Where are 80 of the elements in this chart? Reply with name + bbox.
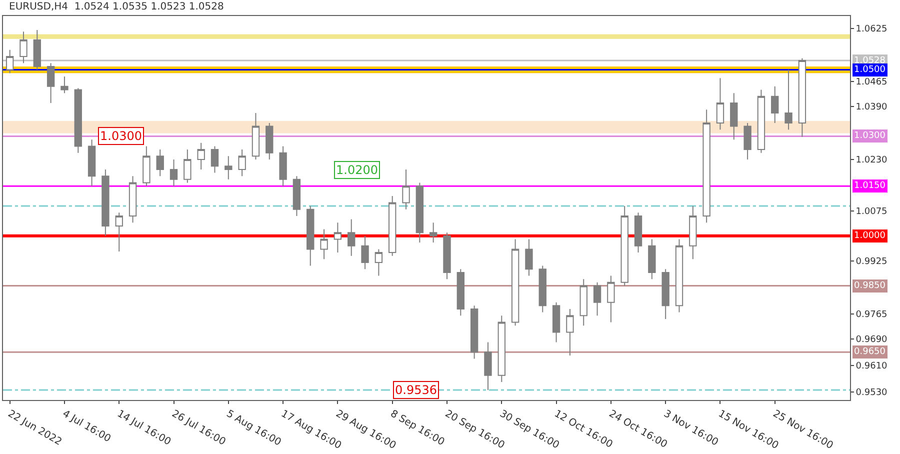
candlestick <box>580 278 588 326</box>
candlestick <box>20 31 28 64</box>
candlestick <box>6 49 14 74</box>
candlestick <box>593 282 602 316</box>
candlestick <box>252 112 260 160</box>
candlestick <box>33 29 41 70</box>
annotation: 1.0300 <box>100 129 142 143</box>
candlestick <box>292 176 301 216</box>
candlestick <box>402 168 410 210</box>
candlestick <box>128 176 137 224</box>
candlestick <box>607 275 615 323</box>
candlestick <box>689 206 697 260</box>
candlestick <box>374 248 383 276</box>
candlestick <box>197 142 205 170</box>
candlestick <box>224 156 232 180</box>
candlestick <box>702 109 710 224</box>
candlestick <box>662 268 670 320</box>
candlestick <box>102 168 110 236</box>
candlestick <box>416 182 424 244</box>
candlestick <box>675 238 684 313</box>
candlestick <box>320 228 328 260</box>
candlestick <box>716 78 724 130</box>
candlestick <box>184 149 192 184</box>
y-tick-label: 0.9530 <box>856 388 888 398</box>
ref-line-label: 1.0150 <box>854 181 886 191</box>
y-tick-label: 0.9690 <box>856 335 888 346</box>
candlestick <box>620 206 628 286</box>
ref-line-label: 1.0000 <box>854 231 886 241</box>
candlestick <box>730 92 738 140</box>
candlestick <box>648 238 656 280</box>
ref-line-label: 1.0300 <box>854 131 886 141</box>
annotation: 1.0200 <box>336 163 378 177</box>
candlestick <box>498 315 506 383</box>
candlestick <box>46 62 55 104</box>
y-tick-label: 1.0465 <box>856 78 888 88</box>
candlestick <box>88 139 96 187</box>
y-tick-label: 0.9610 <box>856 362 888 372</box>
candlestick <box>170 159 178 187</box>
y-tick-label: 1.0230 <box>856 156 888 166</box>
candlestick <box>156 149 164 177</box>
candlestick <box>429 222 438 244</box>
candlestick <box>744 122 752 160</box>
candlestick <box>266 122 274 160</box>
candlestick <box>115 212 123 252</box>
candlestick <box>634 212 642 254</box>
ref-line-label: 0.9850 <box>854 281 886 291</box>
candlestick <box>784 69 792 130</box>
candlestick <box>484 342 492 391</box>
candlestick <box>334 222 342 254</box>
candlestick <box>798 58 806 138</box>
candlestick <box>456 268 464 316</box>
candlestick <box>279 146 287 187</box>
candlestick <box>388 196 396 256</box>
y-tick-label: 0.9925 <box>856 256 888 267</box>
candlestick <box>142 146 150 187</box>
chart-title: EURUSD,H4 1.0524 1.0535 1.0523 1.0528 <box>9 1 224 12</box>
y-tick-label: 1.0625 <box>856 24 888 34</box>
candlestick <box>538 265 546 313</box>
candlestick <box>757 89 766 154</box>
candlestick <box>361 235 369 270</box>
ref-line-label: 1.0500 <box>854 65 886 75</box>
annotation: 0.9536 <box>395 383 437 397</box>
candlestick <box>74 88 82 154</box>
y-tick-label: 0.9765 <box>856 310 888 320</box>
candlestick <box>60 76 68 94</box>
candlestick <box>470 305 478 360</box>
candlestick <box>566 308 574 356</box>
candlestick <box>306 206 314 266</box>
y-tick-label: 1.0390 <box>856 102 888 112</box>
candlestick <box>511 238 520 326</box>
y-tick-label: 1.0075 <box>856 207 888 218</box>
candlestick <box>525 238 533 276</box>
candlestick <box>210 146 219 174</box>
candlestick <box>238 149 246 177</box>
candlestick <box>771 86 779 124</box>
candlestick <box>443 232 451 280</box>
candlestick <box>348 218 356 256</box>
candlestick <box>552 302 560 343</box>
ref-line-label: 1.0528 <box>854 56 886 66</box>
ref-line-label: 0.9650 <box>854 347 886 357</box>
